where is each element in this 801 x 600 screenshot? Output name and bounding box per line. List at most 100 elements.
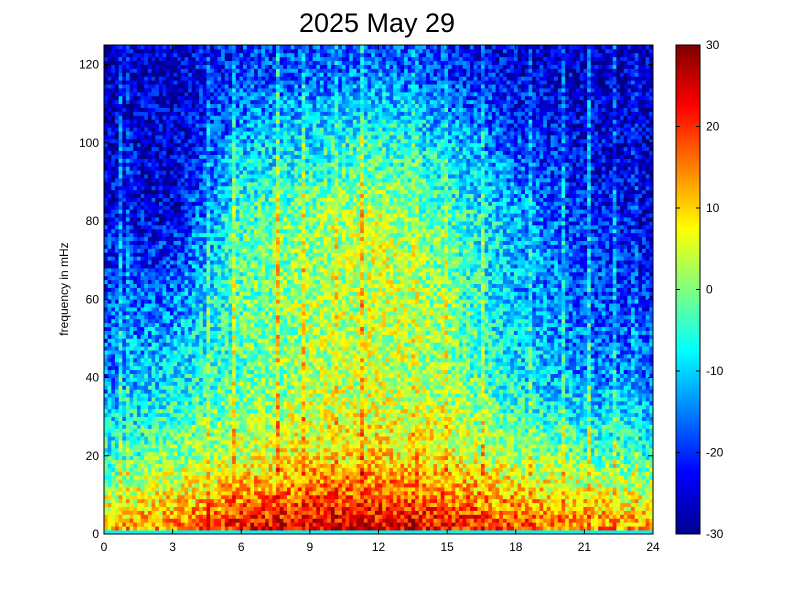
heatmap-cell bbox=[155, 205, 160, 210]
heatmap-cell bbox=[114, 451, 120, 457]
heatmap-cell bbox=[239, 518, 244, 523]
heatmap-cell bbox=[151, 447, 156, 453]
heatmap-cell bbox=[228, 397, 233, 402]
heatmap-cell bbox=[228, 115, 233, 120]
heatmap-cell bbox=[166, 381, 171, 386]
heatmap-cell bbox=[191, 490, 196, 496]
heatmap-cell bbox=[111, 299, 116, 304]
heatmap-cell bbox=[228, 451, 233, 457]
heatmap-cell bbox=[180, 342, 185, 347]
heatmap-cell bbox=[246, 209, 251, 214]
heatmap-cell bbox=[155, 440, 160, 445]
heatmap-cell bbox=[195, 397, 200, 402]
heatmap-cell bbox=[217, 76, 222, 81]
heatmap-cell bbox=[217, 264, 222, 269]
heatmap-cell bbox=[184, 91, 189, 97]
heatmap-cell bbox=[184, 88, 189, 93]
heatmap-cell bbox=[184, 318, 189, 324]
heatmap-cell bbox=[206, 221, 211, 226]
heatmap-cell bbox=[206, 252, 211, 257]
heatmap-cell bbox=[147, 244, 152, 249]
heatmap-cell bbox=[188, 397, 193, 402]
heatmap-cell bbox=[155, 267, 160, 273]
heatmap-cell bbox=[202, 142, 207, 148]
heatmap-cell bbox=[158, 64, 163, 69]
heatmap-cell bbox=[246, 201, 251, 206]
heatmap-cell bbox=[217, 201, 222, 206]
heatmap-cell bbox=[195, 350, 200, 355]
heatmap-cell bbox=[180, 123, 185, 128]
heatmap-cell bbox=[155, 248, 160, 253]
heatmap-cell bbox=[147, 483, 152, 488]
heatmap-cell bbox=[180, 60, 185, 65]
heatmap-cell bbox=[202, 307, 207, 312]
heatmap-cell bbox=[199, 221, 204, 226]
heatmap-cell bbox=[114, 213, 120, 218]
heatmap-cell bbox=[188, 56, 193, 62]
heatmap-cell bbox=[118, 393, 123, 398]
heatmap-cell bbox=[206, 514, 211, 519]
heatmap-cell bbox=[232, 397, 237, 402]
heatmap-cell bbox=[210, 506, 215, 511]
heatmap-cell bbox=[199, 385, 204, 390]
heatmap-cell bbox=[162, 432, 167, 437]
heatmap-cell bbox=[228, 467, 233, 472]
heatmap-cell bbox=[217, 224, 222, 230]
heatmap-cell bbox=[180, 424, 185, 429]
heatmap-cell bbox=[111, 201, 116, 206]
heatmap-cell bbox=[140, 48, 145, 54]
heatmap-cell bbox=[173, 463, 178, 468]
heatmap-cell bbox=[169, 138, 174, 144]
heatmap-cell bbox=[217, 131, 222, 136]
heatmap-cell bbox=[243, 138, 248, 144]
heatmap-cell bbox=[202, 181, 207, 187]
heatmap-cell bbox=[107, 271, 112, 277]
heatmap-cell bbox=[166, 178, 171, 183]
heatmap-cell bbox=[213, 170, 218, 175]
heatmap-cell bbox=[118, 354, 123, 359]
heatmap-cell bbox=[188, 162, 193, 167]
heatmap-cell bbox=[199, 318, 204, 324]
heatmap-cell bbox=[147, 264, 152, 269]
heatmap-cell bbox=[199, 56, 204, 62]
heatmap-cell bbox=[136, 432, 141, 437]
heatmap-cell bbox=[166, 506, 171, 511]
heatmap-cell bbox=[162, 334, 167, 339]
heatmap-cell bbox=[158, 314, 163, 320]
heatmap-cell bbox=[184, 84, 189, 89]
heatmap-cell bbox=[118, 408, 123, 414]
heatmap-cell bbox=[217, 334, 222, 339]
heatmap-cell bbox=[158, 256, 163, 261]
heatmap-cell bbox=[118, 459, 123, 464]
heatmap-cell bbox=[188, 322, 193, 328]
heatmap-cell bbox=[125, 80, 131, 85]
heatmap-cell bbox=[129, 127, 134, 132]
heatmap-cell bbox=[188, 213, 193, 218]
heatmap-cell bbox=[199, 475, 204, 480]
heatmap-cell bbox=[243, 444, 248, 449]
heatmap-cell bbox=[221, 127, 226, 132]
heatmap-cell bbox=[155, 385, 160, 390]
heatmap-cell bbox=[107, 119, 112, 124]
heatmap-cell bbox=[246, 248, 251, 253]
heatmap-cell bbox=[122, 385, 127, 390]
heatmap-cell bbox=[107, 264, 112, 269]
heatmap-cell bbox=[184, 459, 189, 464]
heatmap-cell bbox=[173, 99, 178, 105]
heatmap-cell bbox=[114, 475, 120, 480]
heatmap-cell bbox=[104, 275, 109, 281]
heatmap-cell bbox=[243, 404, 248, 410]
heatmap-cell bbox=[147, 518, 152, 523]
heatmap-cell bbox=[169, 381, 174, 386]
heatmap-cell bbox=[125, 416, 131, 421]
heatmap-cell bbox=[114, 436, 120, 441]
heatmap-cell bbox=[118, 436, 123, 441]
heatmap-cell bbox=[217, 271, 222, 277]
heatmap-cell bbox=[217, 260, 222, 265]
heatmap-cell bbox=[162, 111, 167, 116]
heatmap-cell bbox=[239, 178, 244, 183]
heatmap-cell bbox=[191, 170, 196, 175]
heatmap-cell bbox=[104, 111, 109, 116]
heatmap-cell bbox=[158, 252, 163, 257]
heatmap-cell bbox=[235, 224, 240, 230]
